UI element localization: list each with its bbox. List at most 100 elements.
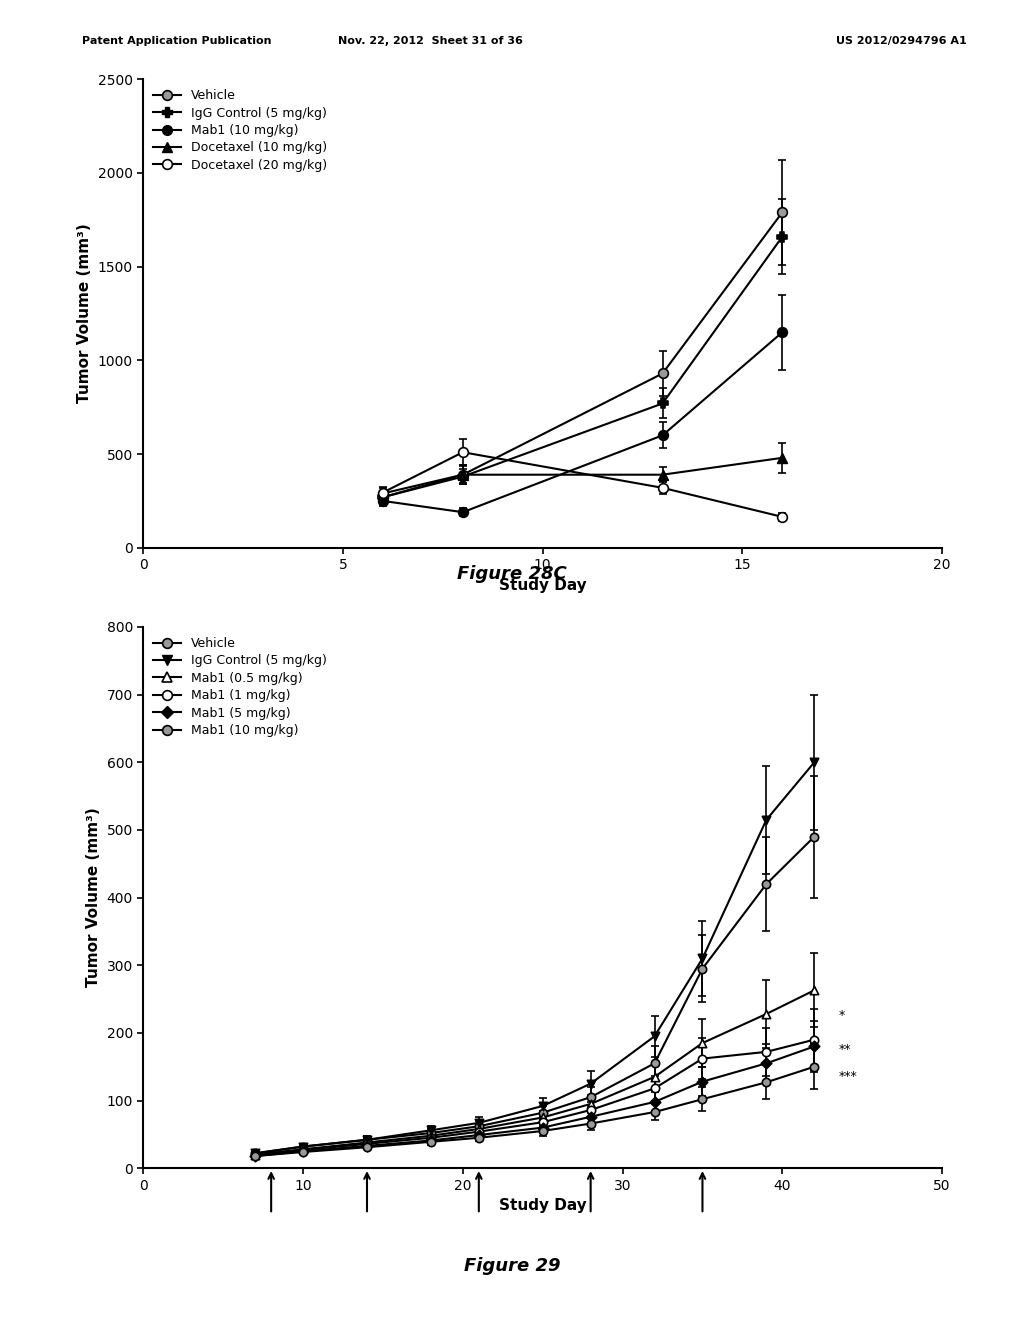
Point [806, 1036, 822, 1057]
Point [375, 487, 391, 508]
Point [471, 1127, 487, 1148]
Point [247, 1146, 263, 1167]
Point [758, 1072, 774, 1093]
Point [358, 1134, 375, 1155]
Point [694, 1048, 711, 1069]
Point [295, 1142, 311, 1163]
Point [423, 1122, 439, 1143]
Point [774, 202, 791, 223]
Text: *: * [839, 1010, 845, 1023]
Point [806, 751, 822, 772]
Point [455, 465, 471, 486]
Point [758, 1041, 774, 1063]
Point [535, 1107, 551, 1129]
Point [295, 1137, 311, 1158]
Point [375, 491, 391, 512]
Point [455, 465, 471, 486]
Point [295, 1140, 311, 1162]
Point [471, 1118, 487, 1139]
Point [535, 1102, 551, 1123]
Point [423, 1119, 439, 1140]
Point [654, 478, 671, 499]
Point [455, 502, 471, 523]
Point [535, 1111, 551, 1133]
Point [774, 507, 791, 528]
Point [423, 1131, 439, 1152]
Point [758, 809, 774, 830]
Point [423, 1127, 439, 1148]
Point [694, 1032, 711, 1053]
Point [358, 1135, 375, 1156]
Point [295, 1137, 311, 1158]
Y-axis label: Tumor Volume (mm³): Tumor Volume (mm³) [86, 808, 101, 987]
Point [806, 1056, 822, 1077]
Point [583, 1113, 599, 1134]
Point [646, 1053, 663, 1074]
Point [423, 1130, 439, 1151]
Point [471, 1113, 487, 1134]
Point [694, 1089, 711, 1110]
Point [423, 1125, 439, 1146]
Point [535, 1117, 551, 1138]
Legend: Vehicle, IgG Control (5 mg/kg), Mab1 (0.5 mg/kg), Mab1 (1 mg/kg), Mab1 (5 mg/kg): Vehicle, IgG Control (5 mg/kg), Mab1 (0.… [150, 634, 331, 741]
Point [358, 1137, 375, 1158]
Point [455, 442, 471, 463]
Point [758, 1053, 774, 1074]
Point [583, 1073, 599, 1094]
Point [535, 1121, 551, 1142]
Legend: Vehicle, IgG Control (5 mg/kg), Mab1 (10 mg/kg), Docetaxel (10 mg/kg), Docetaxel: Vehicle, IgG Control (5 mg/kg), Mab1 (10… [150, 86, 331, 176]
Point [774, 447, 791, 469]
Point [375, 482, 391, 503]
Point [358, 1129, 375, 1150]
Point [247, 1144, 263, 1166]
Text: Nov. 22, 2012  Sheet 31 of 36: Nov. 22, 2012 Sheet 31 of 36 [338, 36, 522, 46]
Point [535, 1096, 551, 1117]
Point [247, 1146, 263, 1167]
Point [694, 1071, 711, 1092]
X-axis label: Study Day: Study Day [499, 1199, 587, 1213]
Point [654, 465, 671, 486]
Point [758, 1003, 774, 1024]
Point [455, 466, 471, 487]
Point [694, 948, 711, 969]
Text: Patent Application Publication: Patent Application Publication [82, 36, 271, 46]
Point [806, 979, 822, 1001]
Point [654, 393, 671, 414]
Point [646, 1078, 663, 1100]
Text: ***: *** [839, 1071, 857, 1084]
Point [471, 1125, 487, 1146]
Point [654, 363, 671, 384]
Point [774, 226, 791, 247]
Text: US 2012/0294796 A1: US 2012/0294796 A1 [836, 36, 967, 46]
Point [295, 1139, 311, 1160]
Point [806, 826, 822, 847]
Text: **: ** [839, 1043, 851, 1056]
Point [646, 1067, 663, 1088]
Point [654, 425, 671, 446]
Point [375, 483, 391, 504]
Point [358, 1129, 375, 1150]
Point [247, 1143, 263, 1164]
Point [583, 1093, 599, 1114]
Point [758, 874, 774, 895]
Point [646, 1026, 663, 1047]
Point [358, 1133, 375, 1154]
Point [247, 1144, 263, 1166]
Text: Figure 29: Figure 29 [464, 1257, 560, 1275]
X-axis label: Study Day: Study Day [499, 578, 587, 593]
Point [471, 1115, 487, 1137]
Point [694, 958, 711, 979]
Point [774, 322, 791, 343]
Point [375, 487, 391, 508]
Point [646, 1101, 663, 1122]
Point [247, 1143, 263, 1164]
Text: Figure 28C: Figure 28C [457, 565, 567, 583]
Y-axis label: Tumor Volume (mm³): Tumor Volume (mm³) [77, 223, 92, 404]
Point [646, 1092, 663, 1113]
Point [471, 1121, 487, 1142]
Point [583, 1086, 599, 1107]
Point [295, 1139, 311, 1160]
Point [806, 1030, 822, 1051]
Point [583, 1100, 599, 1121]
Point [583, 1106, 599, 1127]
